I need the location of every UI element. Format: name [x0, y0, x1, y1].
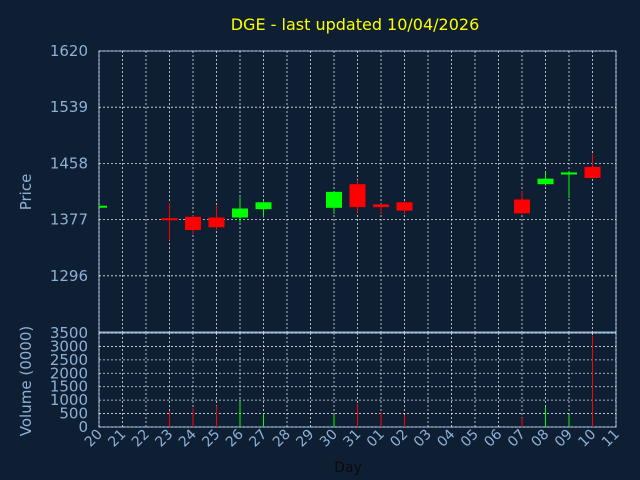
x-tick-label: 25	[199, 427, 223, 451]
price-y-tick-label: 1539	[50, 98, 88, 116]
x-tick-label: 29	[293, 427, 317, 451]
volume-y-tick-label: 2000	[50, 364, 88, 382]
candle-body	[185, 216, 201, 231]
candle	[537, 172, 554, 186]
candle-body	[161, 218, 178, 221]
x-tick-label: 27	[246, 427, 270, 451]
candle	[98, 205, 107, 208]
x-tick-label: 05	[458, 427, 482, 451]
volume-series	[169, 335, 593, 427]
x-axis-ticks: 20 21 22 23 24 25 26 27 28 29 30 31 01 02 03 04 05 06 07 08…	[82, 426, 623, 450]
x-tick-label: 28	[270, 427, 294, 451]
volume-axis-label: Volume (0000)	[17, 326, 35, 436]
candle	[208, 205, 225, 231]
x-tick-label: 04	[434, 426, 458, 450]
volume-y-tick-label: 1500	[50, 378, 88, 396]
x-tick-label: 31	[340, 427, 364, 451]
candle-body	[255, 202, 272, 210]
candle-body	[373, 204, 389, 208]
x-tick-label: 02	[387, 427, 411, 451]
candle	[561, 171, 577, 199]
x-tick-label: 24	[176, 426, 200, 450]
candle	[584, 153, 601, 178]
candlestick-series	[98, 153, 601, 241]
candle	[232, 197, 248, 223]
x-tick-label: 07	[505, 427, 529, 451]
candle	[161, 202, 178, 241]
candle-body	[514, 199, 530, 214]
price-y-tick-label: 1377	[50, 211, 88, 229]
candle	[185, 215, 201, 235]
x-tick-label: 09	[552, 427, 576, 451]
price-axis-label: Price	[17, 174, 35, 211]
volume-y-tick-label: 3000	[50, 337, 88, 355]
x-tick-label: 03	[411, 427, 435, 451]
x-axis-label: Day	[334, 460, 362, 476]
chart-title: DGE - last updated 10/04/2026	[231, 15, 480, 34]
candle	[349, 180, 366, 213]
candle-body	[232, 208, 248, 218]
x-tick-label: 01	[364, 427, 388, 451]
price-y-tick-label: 1458	[50, 154, 88, 172]
x-tick-label: 22	[129, 427, 153, 451]
x-tick-label: 06	[481, 426, 505, 450]
candle	[514, 191, 530, 215]
candle-body	[349, 184, 366, 208]
x-tick-label: 23	[152, 427, 176, 451]
candle-body	[537, 178, 554, 185]
price-y-tick-label: 1620	[50, 42, 88, 60]
candle	[255, 201, 272, 218]
x-tick-label: 21	[105, 427, 129, 451]
x-tick-label: 10	[575, 427, 599, 451]
volume-y-tick-label: 1000	[50, 391, 88, 409]
x-tick-label: 30	[317, 427, 341, 451]
candle-body	[99, 205, 107, 208]
candle-body	[584, 166, 601, 178]
volume-y-tick-label: 500	[59, 405, 88, 423]
price-y-ticks: 1296 1377 1458 1539 1620	[50, 42, 88, 285]
candle-body	[208, 217, 225, 228]
x-tick-label: 08	[528, 427, 552, 451]
price-y-tick-label: 1296	[50, 267, 88, 285]
candle	[326, 191, 342, 215]
x-tick-label: 11	[599, 427, 623, 451]
candle-body	[561, 172, 577, 175]
volume-y-tick-label: 3500	[50, 324, 88, 342]
x-tick-label: 26	[223, 426, 247, 450]
candle-body	[326, 191, 342, 208]
volume-y-tick-label: 0	[78, 418, 88, 436]
candle	[396, 201, 413, 215]
candle	[373, 203, 389, 215]
volume-y-tick-label: 2500	[50, 351, 88, 369]
candle-body	[396, 202, 413, 211]
